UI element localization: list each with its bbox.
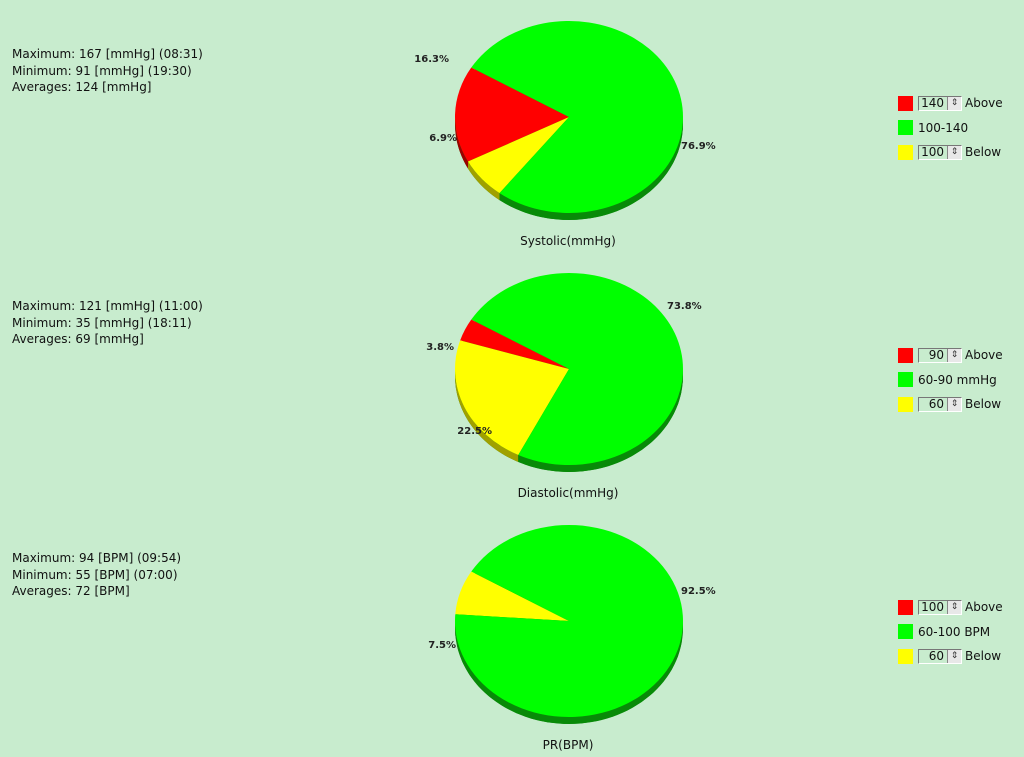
legend-label-middle: 60-100 BPM [918,624,991,639]
stat-average: Averages: 72 [BPM] [12,584,130,598]
pie-slice-middle [455,525,683,717]
legend-swatch-yellow [898,648,913,664]
stat-minimum: Minimum: 91 [mmHg] (19:30) [12,63,192,78]
pie-side-middle [499,122,683,220]
stat-average: Averages: 124 [mmHg] [12,80,152,94]
legend-swatch-yellow [898,144,913,160]
diastolic-stats: Maximum: 121 [mmHg] (11:00) Minimum: 35 … [12,298,203,348]
legend-swatch-yellow [898,396,913,412]
pie-side-below [467,161,500,201]
legend-row-above: 90 ⇕ Above [898,343,1003,368]
legend-row-middle: 60-90 mmHg [898,368,1003,393]
pie-label-middle: 73.8% [667,301,702,312]
stat-maximum: Maximum: 121 [mmHg] (11:00) [12,299,203,313]
legend-label-below: Below [965,649,1002,664]
stat-minimum: Minimum: 55 [BPM] (07:00) [12,567,178,582]
spinner-value: 60 [928,397,944,412]
diastolic-legend: 90 ⇕ Above 60-90 mmHg 60 ⇕ Below [898,343,1003,417]
pie-slice-below [455,340,569,455]
spinner-arrows-icon[interactable]: ⇕ [947,348,961,362]
legend-row-middle: 100-140 [898,116,1003,141]
pie-label-below: 7.5% [428,640,456,651]
legend-label-below: Below [965,145,1002,160]
pie-label-below: 22.5% [457,426,492,437]
threshold-above-spinner[interactable]: 100 ⇕ [918,599,962,615]
spinner-arrows-icon[interactable]: ⇕ [947,397,961,411]
threshold-below-spinner[interactable]: 60 ⇕ [918,648,962,664]
pie-slice-above [455,67,569,162]
legend-swatch-green [898,372,913,388]
threshold-below-spinner[interactable]: 60 ⇕ [918,396,962,412]
diastolic-chart-title: Diastolic(mmHg) [517,486,619,500]
stat-maximum: Maximum: 167 [mmHg] (08:31) [12,47,203,61]
pie-label-above: 3.8% [426,342,454,353]
pie-slice-above [460,319,569,369]
spinner-arrows-icon[interactable]: ⇕ [947,600,961,614]
legend-row-middle: 60-100 BPM [898,620,1003,645]
legend-row-below: 100 ⇕ Below [898,140,1003,165]
pie-slice-middle [471,21,683,213]
legend-label-above: Above [965,96,1003,111]
pie-slice-below [455,571,569,621]
threshold-above-spinner[interactable]: 140 ⇕ [918,95,962,111]
pulse-rate-chart-title: PR(BPM) [542,738,594,752]
legend-row-below: 60 ⇕ Below [898,644,1003,669]
legend-row-above: 100 ⇕ Above [898,595,1003,620]
pie-slice-middle [471,273,683,466]
stat-maximum: Maximum: 94 [BPM] (09:54) [12,551,182,565]
pulse-rate-pie-chart: 92.5% 7.5% [428,525,716,724]
threshold-above-spinner[interactable]: 90 ⇕ [918,347,962,363]
legend-row-below: 60 ⇕ Below [898,392,1003,417]
legend-label-above: Above [965,600,1003,615]
spinner-value: 100 [921,145,944,160]
legend-swatch-green [898,120,913,136]
pie-label-below: 6.9% [429,133,457,144]
stat-average: Averages: 69 [mmHg] [12,332,144,346]
spinner-value: 100 [921,600,944,615]
pie-slice-below [467,117,569,194]
legend-swatch-red [898,95,913,111]
pie-label-middle: 92.5% [681,586,716,597]
legend-row-above: 140 ⇕ Above [898,91,1003,116]
pulse-rate-legend: 100 ⇕ Above 60-100 BPM 60 ⇕ Below [898,595,1003,669]
diastolic-pie-chart: 3.8% 73.8% 22.5% [426,273,702,472]
pie-side-middle [518,375,683,472]
spinner-arrows-icon[interactable]: ⇕ [947,145,961,159]
legend-swatch-green [898,624,913,640]
legend-label-above: Above [965,348,1003,363]
legend-label-below: Below [965,397,1002,412]
pulse-rate-section: Maximum: 94 [BPM] (09:54) Minimum: 55 [B… [0,504,1024,756]
legend-label-middle: 60-90 mmHg [918,372,997,387]
threshold-below-spinner[interactable]: 100 ⇕ [918,144,962,160]
spinner-arrows-icon[interactable]: ⇕ [947,649,961,663]
stat-minimum: Minimum: 35 [mmHg] (18:11) [12,315,192,330]
spinner-value: 90 [928,348,944,363]
diastolic-section: Maximum: 121 [mmHg] (11:00) Minimum: 35 … [0,252,1024,504]
systolic-section: Maximum: 167 [mmHg] (08:31) Minimum: 91 … [0,0,1024,252]
legend-swatch-red [898,347,913,363]
systolic-legend: 140 ⇕ Above 100-140 100 ⇕ Below [898,91,1003,165]
legend-swatch-red [898,599,913,615]
systolic-chart-title: Systolic(mmHg) [520,234,616,248]
pie-label-above: 16.3% [414,54,449,65]
legend-label-middle: 100-140 [918,120,969,135]
spinner-value: 140 [921,96,944,111]
spinner-arrows-icon[interactable]: ⇕ [947,96,961,110]
pie-side-above [455,119,468,169]
pulse-rate-stats: Maximum: 94 [BPM] (09:54) Minimum: 55 [B… [12,550,181,600]
systolic-pie-chart: 16.3% 76.9% 6.9% [414,21,716,220]
systolic-stats: Maximum: 167 [mmHg] (08:31) Minimum: 91 … [12,46,203,96]
spinner-value: 60 [928,649,944,664]
pie-label-middle: 76.9% [681,141,716,152]
pie-side-below [455,370,519,462]
